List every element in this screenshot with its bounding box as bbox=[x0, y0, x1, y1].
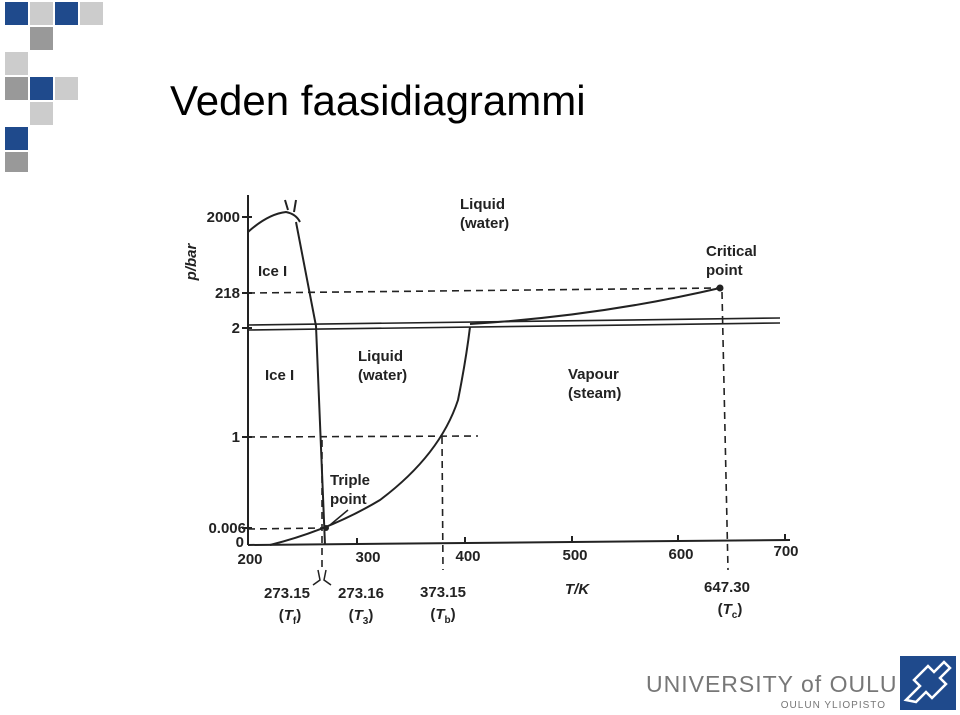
x-tick-label: 200 bbox=[237, 551, 262, 568]
critical-point-dot bbox=[716, 284, 724, 292]
phase-diagram: p/bar 2000 218 2 1 0.006 0 200 300 400 5… bbox=[183, 195, 799, 627]
annotation: Critical bbox=[706, 243, 757, 260]
temperature-label: 273.15 bbox=[264, 585, 310, 602]
axis-break bbox=[247, 322, 781, 331]
region-label: Liquid bbox=[460, 196, 505, 213]
slide-title: Veden faasidiagrammi bbox=[170, 77, 586, 124]
x-axis-label: T/K bbox=[565, 581, 590, 598]
y-tick-label: 1 bbox=[232, 429, 240, 446]
guide-line bbox=[247, 527, 326, 530]
region-label: (water) bbox=[460, 215, 509, 232]
logo-name: UNIVERSITY of OULU bbox=[646, 671, 897, 697]
temperature-label: 273.16 bbox=[338, 585, 384, 602]
melting-curve bbox=[295, 221, 326, 546]
x-tick-label: 400 bbox=[455, 548, 480, 565]
annotation: point bbox=[706, 262, 743, 279]
region-label: Ice I bbox=[265, 367, 294, 384]
annotation: point bbox=[330, 491, 367, 508]
region-label: (steam) bbox=[568, 385, 621, 402]
ice-boundary bbox=[284, 199, 289, 211]
y-tick-label: 2000 bbox=[207, 209, 240, 226]
x-axis bbox=[247, 539, 791, 546]
temperature-symbol: (T3) bbox=[349, 607, 374, 627]
y-tick-label: 0.006 bbox=[208, 520, 246, 537]
y-tick-label: 218 bbox=[215, 285, 240, 302]
y-tick-label: 2 bbox=[232, 320, 240, 337]
y-tick-label: 0 bbox=[236, 534, 244, 551]
triple-point-dot bbox=[323, 525, 329, 531]
guide-line bbox=[441, 436, 444, 571]
temperature-symbol: (Tc) bbox=[718, 601, 743, 621]
annotation: Triple bbox=[330, 472, 370, 489]
y-axis-label: p/bar bbox=[183, 243, 200, 282]
axis-break bbox=[247, 317, 781, 326]
triple-point-arrow bbox=[329, 509, 349, 526]
guide-line bbox=[247, 435, 479, 438]
ice-boundary bbox=[293, 199, 297, 213]
x-tick-label: 700 bbox=[773, 543, 798, 560]
temperature-label: 373.15 bbox=[420, 584, 466, 601]
region-label: Liquid bbox=[358, 348, 403, 365]
guide-line bbox=[247, 287, 719, 294]
x-tick-label: 500 bbox=[562, 547, 587, 564]
temperature-symbol: (Tb) bbox=[430, 606, 455, 626]
x-tick-label: 600 bbox=[668, 546, 693, 563]
temperature-symbol: (Tf) bbox=[279, 607, 302, 627]
region-label: Ice I bbox=[258, 263, 287, 280]
logo-mark bbox=[900, 656, 956, 710]
tick-bracket bbox=[312, 569, 332, 586]
logo-subname: OULUN YLIOPISTO bbox=[781, 700, 886, 711]
x-tick-label: 300 bbox=[355, 549, 380, 566]
temperature-label: 647.30 bbox=[704, 579, 750, 596]
region-label: Vapour bbox=[568, 366, 619, 383]
guide-line bbox=[721, 291, 729, 571]
decor-squares bbox=[5, 2, 103, 172]
region-label: (water) bbox=[358, 367, 407, 384]
ice-boundary bbox=[247, 210, 301, 233]
